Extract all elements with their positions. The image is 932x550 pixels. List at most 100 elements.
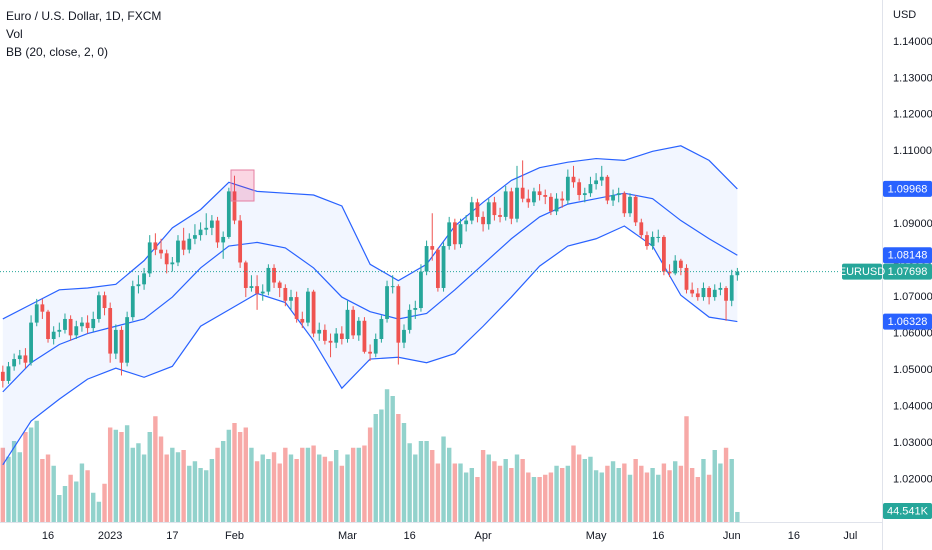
candle-body — [452, 222, 457, 245]
x-tick-label: 16 — [404, 530, 416, 542]
candle-body — [40, 304, 45, 312]
volume-bar — [362, 445, 367, 522]
candle-body — [136, 284, 141, 287]
candle-body — [255, 286, 259, 294]
volume-bar — [531, 477, 537, 522]
candle-body — [29, 322, 33, 363]
candle-body — [85, 322, 90, 329]
candle-body — [430, 246, 435, 250]
candle-body — [300, 318, 305, 323]
volume-bar — [164, 454, 169, 522]
volume-bar — [712, 450, 717, 522]
volume-bar — [622, 463, 627, 522]
candle-body — [249, 286, 254, 288]
candle-body — [351, 309, 356, 336]
volume-bar — [102, 483, 107, 522]
candle-body — [469, 202, 474, 221]
candle-body — [102, 295, 107, 309]
y-tick-label: 1.11000 — [893, 145, 932, 157]
volume-bar — [486, 454, 491, 522]
candle-body — [142, 273, 146, 285]
candle-body — [385, 286, 389, 319]
volume-bar — [51, 465, 56, 522]
candle-body — [204, 227, 209, 230]
volume-bar — [390, 396, 395, 522]
volume-bar — [198, 468, 203, 522]
volume-bar — [424, 441, 429, 522]
x-tick-label: Jun — [723, 530, 741, 542]
candle-body — [458, 224, 463, 245]
candle-body — [515, 187, 519, 219]
volume-bar — [718, 463, 723, 522]
candle-body — [6, 366, 11, 381]
volume-bar — [356, 447, 361, 522]
volume-bar — [418, 441, 424, 522]
candle-body — [532, 191, 536, 203]
volume-bar — [181, 450, 186, 522]
candle-body — [119, 329, 124, 363]
volume-bar — [175, 452, 181, 522]
volume-bar — [571, 445, 576, 522]
candle-body — [628, 196, 632, 214]
volume-bar — [107, 427, 113, 522]
candle-body — [362, 320, 367, 352]
volume-bar — [187, 465, 192, 522]
candle-body — [226, 191, 231, 237]
last-price-badge: 1.07698 — [888, 266, 928, 278]
candle-body — [125, 317, 130, 363]
bb-upper-line — [2, 145, 738, 320]
candle-body — [12, 359, 17, 367]
volume-bar — [384, 389, 390, 522]
symbol-badge-bg — [842, 263, 882, 280]
volume-title: Vol — [6, 27, 23, 41]
symbol-badge: EURUSD — [839, 266, 886, 278]
candle-body — [96, 295, 101, 319]
candle-body — [509, 191, 514, 219]
candle-body — [424, 246, 429, 272]
candle-body — [373, 339, 378, 354]
volume-bar — [520, 459, 525, 522]
volume-bar — [650, 468, 655, 522]
volume-bar — [271, 452, 277, 522]
volume-bar — [6, 456, 11, 522]
candle-body — [176, 240, 180, 263]
candle-body — [413, 308, 418, 310]
candle-body — [486, 202, 491, 225]
volume-bar — [243, 427, 248, 522]
candle-body — [34, 304, 39, 323]
volume-bar — [492, 461, 497, 522]
bb-middle-badge: 1.08148 — [888, 250, 928, 262]
volume-bar — [79, 463, 85, 522]
volume-bar — [701, 459, 706, 522]
volume-bar — [119, 432, 124, 522]
x-tick-label: 16 — [788, 530, 800, 542]
candle-body — [221, 236, 226, 243]
volume-bar — [684, 416, 689, 522]
y-tick-label: 1.09000 — [893, 218, 932, 230]
volume-bar — [249, 447, 254, 522]
candle-body — [571, 176, 576, 183]
volume-bar — [514, 454, 520, 522]
volume-bar — [317, 454, 322, 522]
volume-bar — [45, 454, 51, 522]
volume-bar — [593, 470, 599, 522]
candle-body — [147, 242, 152, 274]
volume-bar — [23, 432, 28, 522]
volume-bar — [204, 470, 209, 522]
volume-bar — [430, 450, 435, 522]
volume-bar — [68, 474, 73, 522]
volume-bar — [141, 454, 147, 522]
candle-body — [498, 215, 502, 217]
volume-bar — [254, 461, 260, 522]
volume-bar — [656, 474, 661, 522]
candle-body — [520, 187, 525, 199]
y-tick-label: 1.06000 — [893, 327, 932, 339]
volume-bar — [463, 472, 469, 522]
volume-bar — [599, 472, 604, 522]
volume-bar — [124, 425, 130, 522]
candle-body — [356, 320, 361, 336]
volume-bar — [543, 474, 548, 522]
volume-badge: 44.541K — [887, 505, 929, 517]
volume-bar — [723, 447, 729, 522]
y-tick-label: 1.14000 — [893, 36, 932, 48]
